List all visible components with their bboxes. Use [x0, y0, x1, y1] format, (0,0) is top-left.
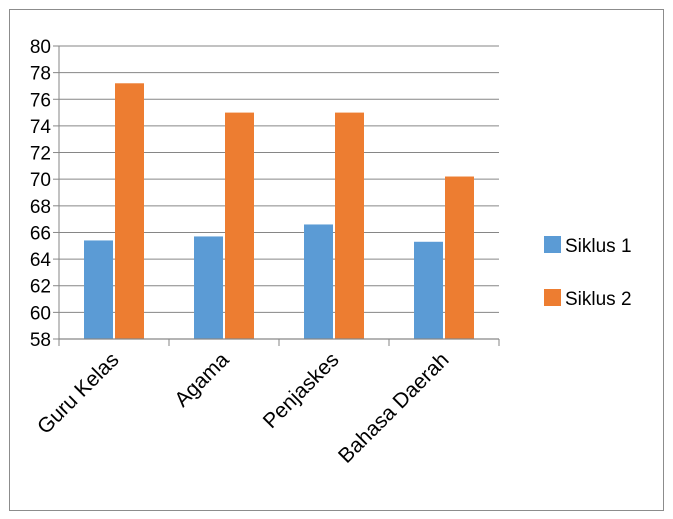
y-tick-label-80: 80 — [30, 37, 51, 58]
legend-label-siklus-1: Siklus 1 — [565, 236, 632, 257]
x-tick-label-agama: Agama — [170, 348, 234, 412]
axes — [53, 45, 500, 346]
y-tick-labels: 58 60 62 64 66 68 70 72 74 76 78 80 — [30, 37, 52, 351]
legend: Siklus 1 Siklus 2 — [544, 236, 632, 310]
y-tick-label-72: 72 — [30, 144, 51, 165]
y-tick-label-66: 66 — [30, 223, 51, 244]
y-tick-label-58: 58 — [30, 330, 51, 351]
legend-item-siklus-1: Siklus 1 — [544, 236, 632, 257]
x-tick-label-guru-kelas: Guru Kelas — [33, 348, 124, 439]
y-tick-label-74: 74 — [30, 117, 52, 138]
legend-swatch-siklus-1 — [544, 236, 561, 253]
legend-item-siklus-2: Siklus 2 — [544, 289, 632, 310]
bar-siklus-1-penjaskes — [304, 224, 333, 339]
bar-siklus-2-guru-kelas — [115, 83, 144, 339]
y-tick-label-78: 78 — [30, 64, 51, 85]
y-tick-label-68: 68 — [30, 197, 51, 218]
bar-siklus-1-agama — [194, 236, 223, 339]
legend-swatch-siklus-2 — [544, 289, 561, 306]
x-tick-label-bahasa-daerah: Bahasa Daerah — [334, 348, 453, 467]
y-tick-label-76: 76 — [30, 90, 51, 111]
y-tick-label-60: 60 — [30, 303, 51, 324]
bar-siklus-1-guru-kelas — [84, 240, 113, 339]
x-tick-label-penjaskes: Penjaskes — [259, 348, 344, 433]
legend-label-siklus-2: Siklus 2 — [565, 289, 632, 310]
y-tick-label-62: 62 — [30, 277, 51, 298]
bar-siklus-2-bahasa-daerah — [445, 176, 474, 339]
bar-siklus-1-bahasa-daerah — [414, 241, 443, 339]
bar-siklus-2-agama — [225, 112, 254, 339]
bar-siklus-2-penjaskes — [335, 112, 364, 339]
y-tick-label-70: 70 — [30, 170, 51, 191]
y-tick-label-64: 64 — [30, 250, 52, 271]
bars — [84, 83, 474, 339]
